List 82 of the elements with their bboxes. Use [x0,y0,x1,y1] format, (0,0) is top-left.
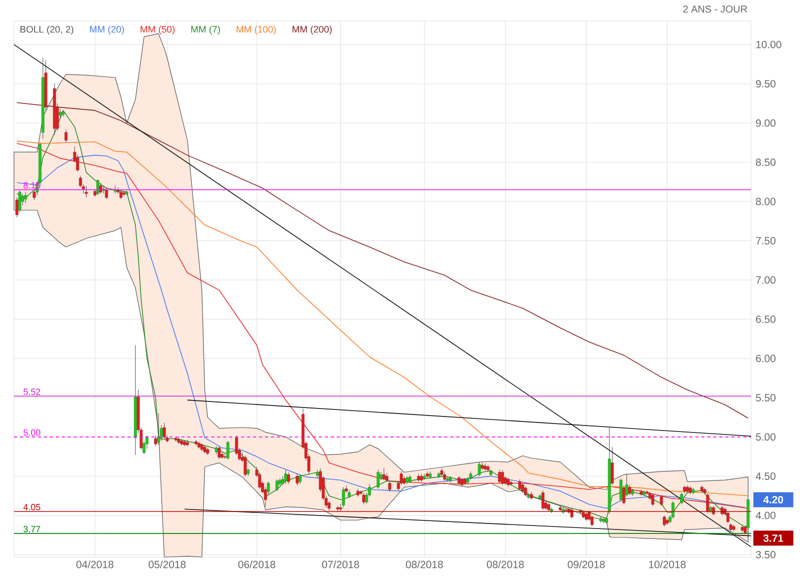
candlestick [284,470,288,484]
candlestick [226,440,230,460]
candlestick [584,511,588,522]
candlestick [296,474,299,486]
candlestick [498,470,502,484]
candlestick [620,478,622,502]
candlestick [24,192,28,204]
candlestick [680,492,684,505]
x-tick-label: 04/2018 [76,560,114,568]
candlestick [521,482,524,493]
candlestick [96,179,100,196]
candlestick [342,486,345,508]
y-tick-label: 8.50 [756,158,776,166]
x-tick-label: 07/2018 [322,560,360,568]
y-tick-label: 6.00 [756,354,776,362]
candlestick [119,189,122,200]
candlestick [382,468,386,480]
candlestick [162,422,166,439]
ref-line-label: 5.52 [24,388,40,395]
x-tick-label: 08/2018 [486,560,524,568]
candlestick [105,187,108,200]
candlestick [706,493,710,514]
y-tick-label: 5.50 [756,394,776,402]
candlestick [524,486,528,497]
chart-subtitle: 2 ANS - JOUR [683,6,748,13]
candlestick [541,490,544,510]
y-tick-label: 8.00 [756,198,776,206]
text: MM (50) [140,26,175,34]
x-tick-label: 09/2018 [568,560,605,568]
candlestick [157,413,160,446]
candlestick [224,454,226,460]
candlestick [376,470,380,489]
candlestick [64,129,68,143]
candlestick [18,190,22,213]
y-tick-label: 9.00 [756,119,776,127]
annotation: 3.71 [763,534,784,542]
candlestick [726,511,730,524]
candlestick [58,108,62,120]
ref-line-label: 3.77 [24,526,40,532]
x-tick-label: 08/2018 [406,560,443,568]
y-tick-label: 7.50 [756,237,776,244]
candlestick [183,440,186,447]
x-tick-label: 06/2018 [238,560,276,568]
candlestick [298,474,302,484]
candlestick [362,492,366,505]
candlestick [276,479,278,492]
candlestick [84,186,88,198]
line-series [16,102,749,418]
y-tick-label: 3.50 [756,550,776,558]
candlestick [486,464,490,472]
text: MM (20) [90,26,124,34]
candlestick [287,472,290,484]
candlestick [642,490,646,496]
candlestick [478,462,481,476]
candlestick [501,470,504,486]
text: MM (100) [236,26,276,34]
text: MM (7) [191,26,220,34]
candlestick [651,493,654,506]
y-tick-label: 6.50 [756,316,776,323]
y-tick-label: 7.00 [756,276,776,284]
legend-label: BOLL (20, 2) [20,26,74,34]
y-tick-label: 4.00 [756,512,776,520]
candlestick [662,515,666,527]
candlestick [448,476,452,483]
x-tick-label: 05/2018 [148,560,186,568]
x-tick-label: 10/2018 [649,560,686,568]
candlestick [610,446,614,486]
y-tick-label: 10.00 [756,40,782,48]
candlestick [388,480,392,492]
candlestick [660,494,663,506]
candlestick [628,484,632,496]
ref-line-label: 4.05 [23,504,40,510]
y-tick-label: 4.50 [756,472,776,480]
ref-line-label: 5.00 [24,429,40,436]
y-tick-label: 5.00 [756,433,776,441]
candlestick [218,446,221,460]
text: MM (200) [292,26,332,34]
candlestick [538,494,542,500]
candlestick [518,479,522,491]
y-tick-label: 9.50 [756,80,776,88]
annotation: 4.20 [763,496,784,504]
candlestick [244,456,247,476]
